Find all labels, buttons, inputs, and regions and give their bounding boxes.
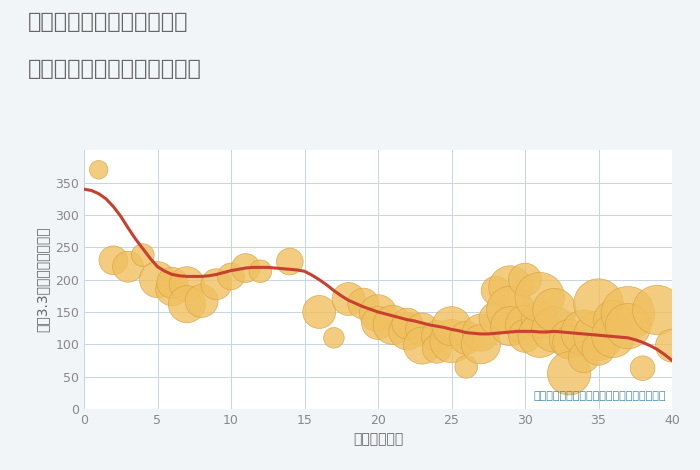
Point bbox=[167, 279, 178, 287]
Point bbox=[519, 276, 531, 283]
Point bbox=[578, 353, 589, 361]
Point bbox=[446, 322, 457, 330]
Point bbox=[211, 281, 222, 288]
Point bbox=[549, 326, 560, 333]
Point bbox=[416, 342, 428, 349]
Text: 築年数別中古マンション価格: 築年数別中古マンション価格 bbox=[28, 59, 202, 79]
Point bbox=[490, 315, 501, 322]
Point bbox=[284, 258, 295, 265]
Point bbox=[666, 342, 678, 349]
Point bbox=[593, 332, 604, 340]
Point bbox=[108, 257, 119, 264]
Text: 神奈川県横浜市中区若葉町: 神奈川県横浜市中区若葉町 bbox=[28, 12, 188, 32]
Point bbox=[431, 345, 442, 352]
Point bbox=[622, 309, 634, 317]
Point bbox=[608, 332, 619, 340]
Point bbox=[637, 364, 648, 372]
Point bbox=[505, 306, 516, 314]
Point bbox=[534, 332, 545, 340]
Point bbox=[608, 316, 619, 323]
Point bbox=[196, 297, 207, 305]
Point bbox=[372, 309, 384, 317]
Point bbox=[167, 286, 178, 293]
Point bbox=[593, 300, 604, 307]
Point bbox=[578, 329, 589, 337]
Point bbox=[534, 316, 545, 323]
Point bbox=[181, 300, 193, 308]
Point bbox=[225, 273, 237, 280]
Point bbox=[490, 287, 501, 294]
Point bbox=[475, 329, 486, 337]
Point bbox=[519, 332, 531, 340]
Point bbox=[431, 332, 442, 340]
Point bbox=[387, 321, 398, 329]
Point bbox=[564, 369, 575, 377]
Point bbox=[519, 321, 531, 329]
Point bbox=[402, 328, 413, 335]
Point bbox=[564, 338, 575, 346]
Point bbox=[593, 345, 604, 352]
Point bbox=[314, 308, 325, 316]
Point bbox=[402, 320, 413, 327]
Point bbox=[475, 340, 486, 348]
Point bbox=[372, 319, 384, 327]
Point bbox=[461, 334, 472, 342]
Point bbox=[461, 363, 472, 371]
Point bbox=[93, 166, 104, 173]
Point bbox=[358, 300, 369, 307]
Point bbox=[152, 276, 163, 283]
Y-axis label: 坪（3.3㎡）単価（万円）: 坪（3.3㎡）単価（万円） bbox=[36, 227, 50, 332]
Text: 円の大きさは、取引のあった物件面積を示す: 円の大きさは、取引のあった物件面積を示す bbox=[533, 391, 666, 401]
Point bbox=[137, 251, 148, 259]
Point bbox=[505, 283, 516, 291]
Point bbox=[122, 263, 134, 271]
Point bbox=[255, 267, 266, 275]
Point bbox=[343, 295, 354, 303]
Point bbox=[181, 281, 193, 288]
Point bbox=[652, 306, 663, 314]
Point bbox=[328, 334, 339, 342]
Point bbox=[622, 322, 634, 330]
Point bbox=[416, 326, 428, 333]
Point bbox=[549, 306, 560, 314]
Point bbox=[564, 336, 575, 343]
X-axis label: 築年数（年）: 築年数（年） bbox=[353, 432, 403, 446]
Point bbox=[240, 264, 251, 272]
Point bbox=[446, 337, 457, 345]
Point bbox=[534, 293, 545, 301]
Point bbox=[505, 322, 516, 330]
